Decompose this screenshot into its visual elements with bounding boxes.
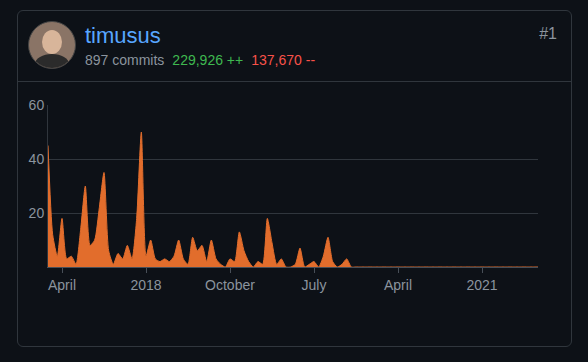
html-text:897 commits: 897 commits xyxy=(85,52,165,68)
svg-text:60: 60 xyxy=(29,97,45,113)
svg-text:July: July xyxy=(302,277,327,293)
svg-text:20: 20 xyxy=(29,205,45,221)
html-text:137,670 --: 137,670 -- xyxy=(251,52,315,68)
svg-text:April: April xyxy=(48,277,76,293)
html-text:229,926 ++: 229,926 ++ xyxy=(172,52,244,68)
svg-text:April: April xyxy=(384,277,412,293)
svg-text:2021: 2021 xyxy=(466,277,497,293)
svg-text:October: October xyxy=(205,277,255,293)
svg-text:40: 40 xyxy=(29,151,45,167)
svg-text:2018: 2018 xyxy=(130,277,161,293)
html-text:#1: #1 xyxy=(539,25,557,42)
html-text:timusus: timusus xyxy=(85,23,161,48)
